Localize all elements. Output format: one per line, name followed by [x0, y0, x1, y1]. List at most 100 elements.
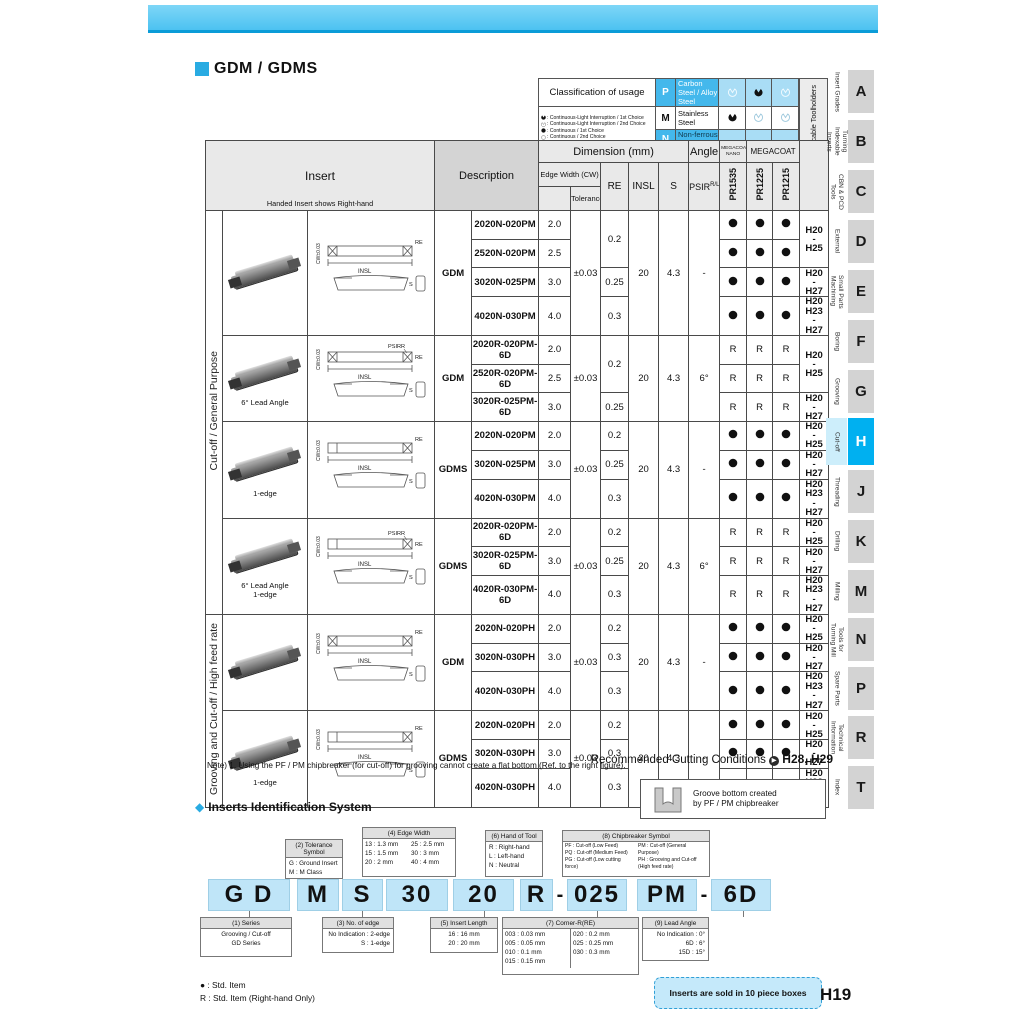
- part-number-cell: 3020N-030PH: [471, 738, 540, 769]
- legend-line: : Continuous / 2nd Choice: [541, 134, 653, 140]
- insert-drawing-cell: RE INSL S CW±0.03: [306, 421, 436, 519]
- sidebar-tab-K[interactable]: K: [848, 520, 874, 563]
- svg-text:RE: RE: [415, 437, 423, 443]
- sidebar-tab-J[interactable]: J: [848, 470, 874, 513]
- groove-bottom-note-box: Groove bottom created by PF / PM chipbre…: [640, 779, 826, 819]
- table-note: Note) 1. Using the PF / PM chipbreaker (…: [207, 761, 626, 770]
- toolholder-page-cell: H20- H25: [799, 517, 830, 548]
- insert-subheader: Handed Insert shows Right-hand: [266, 199, 374, 208]
- spec-row: Grooving and Cut-off / High feed rate RE…: [205, 613, 830, 808]
- availability-cell: [772, 478, 801, 519]
- sidebar-tab-C[interactable]: C: [848, 170, 874, 213]
- edge-width-cell: 2.5: [538, 363, 572, 394]
- s-cell: 4.3: [658, 517, 690, 615]
- edge-width-cell: 2.0: [538, 613, 572, 644]
- sold-in-boxes-note: Inserts are sold in 10 piece boxes: [654, 977, 822, 1009]
- svg-text:CW±0.03: CW±0.03: [316, 729, 322, 750]
- tolerance-cell: ±0.03: [570, 517, 602, 615]
- id-info-box: (1) Series Grooving / Cut-off GD Series: [200, 917, 292, 957]
- psir-angle-cell: 6°: [688, 335, 721, 423]
- availability-cell: [772, 613, 801, 644]
- sidebar-tab-label: Boring: [833, 331, 841, 352]
- sidebar-tab-F[interactable]: F: [848, 320, 874, 363]
- toolholder-page-cell: H20- H27: [799, 267, 830, 298]
- sidebar-tab-R[interactable]: R: [848, 716, 874, 759]
- availability-cell: [746, 267, 774, 298]
- insert-photo: [227, 535, 302, 581]
- part-number-cell: 4020N-030PM: [471, 296, 540, 337]
- legend-line: : Continuous-Light Interruption / 2nd Ch…: [541, 121, 653, 127]
- insl-cell: 20: [628, 517, 660, 615]
- availability-cell: [772, 267, 801, 298]
- sidebar-tab-B[interactable]: B: [848, 120, 874, 163]
- arrow-circle-icon: ▶: [769, 756, 780, 766]
- edge-width-cell: 3.0: [538, 392, 572, 423]
- sidebar-tab-E[interactable]: E: [848, 270, 874, 313]
- material-name: Stainless Steel: [675, 106, 719, 130]
- sidebar-tab-D[interactable]: D: [848, 220, 874, 263]
- edge-width-cell: 2.0: [538, 335, 572, 365]
- insert-photo-cell: 1-edge: [222, 710, 308, 808]
- megacoat-header: MEGACOAT: [746, 140, 801, 163]
- spec-row: 3020N-025PM 3.0 0.25 H20- H27: [206, 449, 830, 480]
- id-box-title: (4) Edge Width: [363, 828, 455, 839]
- insert-caption: 1-edge: [253, 778, 277, 788]
- id-info-box: (7) Corner-R(RE) 003 : 0.03 mm 005 : 0.05 …: [502, 917, 639, 975]
- availability-cell: R: [746, 335, 774, 365]
- psir-angle-cell: -: [688, 421, 721, 519]
- svg-text:S: S: [409, 768, 413, 774]
- sidebar-tab-label: External: [833, 229, 841, 254]
- sidebar-tab-H[interactable]: H: [848, 418, 874, 465]
- part-number-cell: 2020N-020PH: [471, 613, 540, 644]
- svg-text:CW±0.03: CW±0.03: [316, 633, 322, 654]
- classification-of-usage-table: Classification of usage P Carbon Steel / A…: [538, 78, 799, 149]
- edge-width-cell: 3.0: [538, 546, 572, 576]
- sidebar-tab-A[interactable]: A: [848, 70, 874, 113]
- sidebar-tab-N[interactable]: N: [848, 618, 874, 661]
- id-info-box: (2) Tolerance Symbol G : Ground Insert M :…: [285, 839, 343, 880]
- edge-width-cell: 3.0: [538, 449, 572, 480]
- svg-text:INSL: INSL: [358, 466, 372, 472]
- spec-row: 6° Lead Angle 1-edge PSIRR RE INSL S CW±0…: [206, 517, 830, 615]
- sidebar-tab-G[interactable]: G: [848, 370, 874, 413]
- availability-cell: [719, 710, 748, 740]
- tolerance-cell: ±0.03: [570, 710, 602, 808]
- insert-caption: 6° Lead Angle: [241, 397, 289, 407]
- availability-cell: [746, 421, 774, 451]
- sidebar-tab-T[interactable]: T: [848, 766, 874, 809]
- insl-cell: 20: [628, 613, 660, 712]
- availability-cell: R: [746, 517, 774, 548]
- insert-photo-cell: 1-edge: [222, 421, 308, 519]
- insl-header: INSL: [628, 162, 660, 211]
- insert-caption: 6° Lead Angle 1-edge: [241, 580, 289, 599]
- series-cell: GDM: [434, 335, 473, 423]
- toolholder-page-cell: H20- H25: [799, 335, 830, 394]
- re-cell: 0.3: [600, 767, 630, 808]
- part-number-cell: 4020N-030PH: [471, 767, 540, 808]
- series-cell: GDM: [434, 613, 473, 712]
- edge-width-cell: 3.0: [538, 738, 572, 769]
- groove-profile-icon: [654, 787, 682, 813]
- re-header: RE: [600, 162, 630, 211]
- code-block: G D: [208, 879, 290, 911]
- insert-drawing-cell: RE INSL S CW±0.03: [306, 710, 436, 808]
- see-page-header-cell: [799, 140, 830, 211]
- availability-cell: [772, 449, 801, 480]
- psir-angle-cell: -: [688, 209, 721, 337]
- availability-cell: R: [746, 546, 774, 576]
- spec-row: 4020R-030PM-6D 4.0 0.3 R R R H20 H23- H27: [206, 574, 830, 615]
- availability-cell: [746, 210, 774, 240]
- legend-line: : Continuous-Light Interruption / 1st Ch…: [541, 115, 653, 121]
- sidebar-tab-M[interactable]: M: [848, 570, 874, 613]
- diamond-icon: ◆: [195, 800, 205, 814]
- re-cell: 0.3: [600, 478, 630, 519]
- s-header: S: [658, 162, 690, 211]
- sidebar-tab-P[interactable]: P: [848, 667, 874, 710]
- classification-title: Classification of usage: [538, 78, 656, 107]
- svg-text:INSL: INSL: [358, 375, 372, 381]
- insert-photo: [227, 732, 302, 778]
- toolholder-page-cell: H20- H27: [799, 392, 830, 423]
- toolholder-page-cell: H20- H25: [799, 209, 830, 269]
- code-block: 20: [453, 879, 514, 911]
